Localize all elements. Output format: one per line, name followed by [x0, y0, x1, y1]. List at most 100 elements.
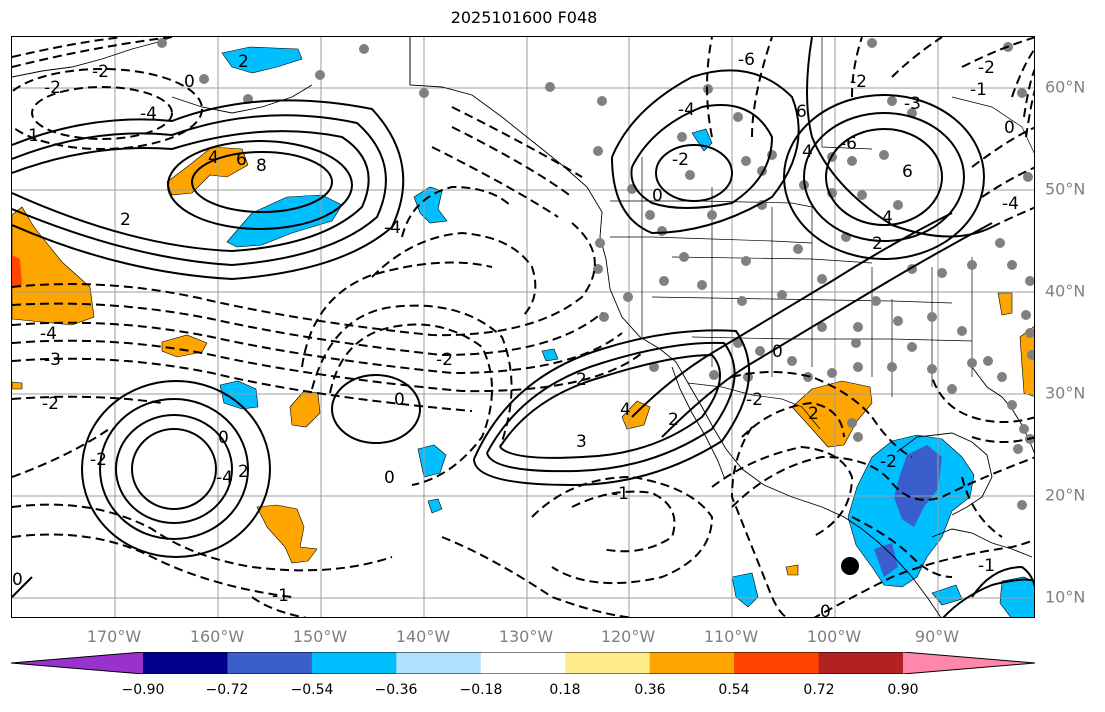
colorbar-tick-label: −0.36	[374, 682, 418, 698]
colorbar-segment	[734, 652, 820, 674]
highlight-station-marker	[841, 557, 859, 575]
shade-blue-7	[541, 348, 559, 362]
colorbar-extend-low	[11, 652, 143, 674]
contour-label: -4	[216, 468, 233, 488]
contour-label: -4	[140, 104, 157, 124]
contour-label: 0	[218, 428, 229, 448]
longitude-label: 110°W	[703, 627, 759, 646]
longitude-label: 160°W	[189, 627, 245, 646]
contour-label: -2	[850, 72, 867, 92]
contour-label: 0	[384, 468, 395, 488]
contour-label: 2	[238, 52, 249, 72]
contour-label: 0	[394, 390, 405, 410]
longitude-label: 130°W	[498, 627, 554, 646]
colorbar-tick-label: 0.54	[718, 682, 750, 698]
shade-blue-big-inner	[894, 445, 942, 527]
shaded-fields	[12, 46, 1034, 617]
colorbar-segment	[396, 652, 482, 674]
contour-label: 2	[238, 462, 249, 482]
contour-label: -4	[1002, 194, 1019, 214]
shade-blue-se	[999, 576, 1034, 617]
colorbar-segments	[11, 652, 1035, 674]
contour-label: 0	[12, 570, 23, 590]
colorbar-tick-label: −0.90	[121, 682, 165, 698]
contour-label: -2	[90, 450, 107, 470]
contour-label: -4	[40, 324, 57, 344]
contour-label: 6	[236, 150, 247, 170]
shade-orange-7	[997, 292, 1013, 316]
shade-west-orange-small	[12, 381, 23, 390]
map-title: 2025101600 F048	[450, 8, 598, 27]
colorbar-tick-label: 0.36	[634, 682, 666, 698]
latitude-label: 40°N	[1045, 281, 1086, 301]
contour-label: -1	[612, 484, 629, 504]
latitude-label: 30°N	[1045, 383, 1086, 403]
contour-label: 3	[576, 432, 587, 452]
colorbar-segment	[565, 652, 651, 674]
shade-blue-3	[413, 186, 448, 224]
contour-label: 2	[120, 210, 131, 230]
longitude-label: 170°W	[86, 627, 142, 646]
contour-label: 0	[772, 342, 783, 362]
longitude-label: 90°W	[914, 627, 960, 646]
shade-orange-small	[785, 564, 799, 576]
colorbar-tick-label: −0.72	[205, 682, 249, 698]
shade-blue-big-inner2	[874, 543, 898, 577]
contour-label: 0	[820, 602, 831, 618]
shade-orange-4	[256, 504, 318, 564]
contour-label: 8	[256, 156, 267, 176]
colorbar-segment	[311, 652, 397, 674]
contour-label: 0	[184, 72, 195, 92]
contour-label: -3	[44, 350, 61, 370]
contour-label: -4	[678, 100, 695, 120]
longitude-label: 140°W	[395, 627, 451, 646]
latitude-label: 10°N	[1045, 587, 1086, 607]
shade-blue-se2	[931, 584, 963, 606]
weather-map: -2 -4 0 2 4 6 8 1 2 -4 -3 -2 -2 -2 0 0 -…	[12, 37, 1034, 618]
shade-blue-1	[221, 46, 303, 74]
contour-label: 2	[576, 370, 587, 390]
latitude-label: 20°N	[1045, 485, 1086, 505]
colorbar-tick-label: −0.18	[459, 682, 503, 698]
shade-west-red	[12, 255, 22, 287]
map-panel: -2 -4 0 2 4 6 8 1 2 -4 -3 -2 -2 -2 0 0 -…	[11, 36, 1035, 618]
colorbar-tick-label: 0.18	[549, 682, 581, 698]
contour-label: -2	[44, 78, 61, 98]
dashed-contours	[12, 37, 1034, 617]
contour-label: 1	[28, 126, 39, 146]
contour-label: 4	[882, 208, 893, 228]
contour-label: -2	[92, 62, 109, 82]
colorbar-tick-label: 0.72	[803, 682, 835, 698]
colorbar-segment	[480, 652, 566, 674]
colorbar-extend-high	[903, 652, 1035, 674]
colorbar-segment	[649, 652, 735, 674]
contour-label: -2	[746, 390, 763, 410]
contour-labels: -2 -4 0 2 4 6 8 1 2 -4 -3 -2 -2 -2 0 0 -…	[12, 50, 1019, 618]
colorbar-tick-label: 0.90	[887, 682, 919, 698]
contour-label: 0	[1004, 118, 1015, 138]
contour-label: -2	[42, 394, 59, 414]
contour-label: 6	[902, 162, 913, 182]
contour-label: 4	[802, 142, 813, 162]
shade-orange-6	[791, 380, 873, 448]
contour-label: 4	[208, 148, 219, 168]
colorbar	[11, 652, 1035, 674]
contour-label: -1	[978, 556, 995, 576]
colorbar-tick-label: −0.54	[290, 682, 334, 698]
contour-label: 6	[796, 102, 807, 122]
contour-label: -1	[272, 586, 289, 606]
contour-label: 4	[620, 400, 631, 420]
shade-blue-4	[219, 380, 259, 410]
contour-label: -4	[384, 218, 401, 238]
contour-label: 2	[668, 410, 679, 430]
latitude-label: 60°N	[1045, 77, 1086, 97]
shade-blue-5	[417, 444, 447, 478]
contour-label: -3	[904, 94, 921, 114]
shade-blue-2	[226, 194, 343, 248]
contour-label: 0	[652, 186, 663, 206]
solid-contours	[12, 37, 1034, 617]
shade-blue-6	[427, 498, 443, 514]
contour-label: -6	[840, 134, 857, 154]
shade-orange-2	[166, 146, 249, 196]
colorbar-segment	[818, 652, 904, 674]
